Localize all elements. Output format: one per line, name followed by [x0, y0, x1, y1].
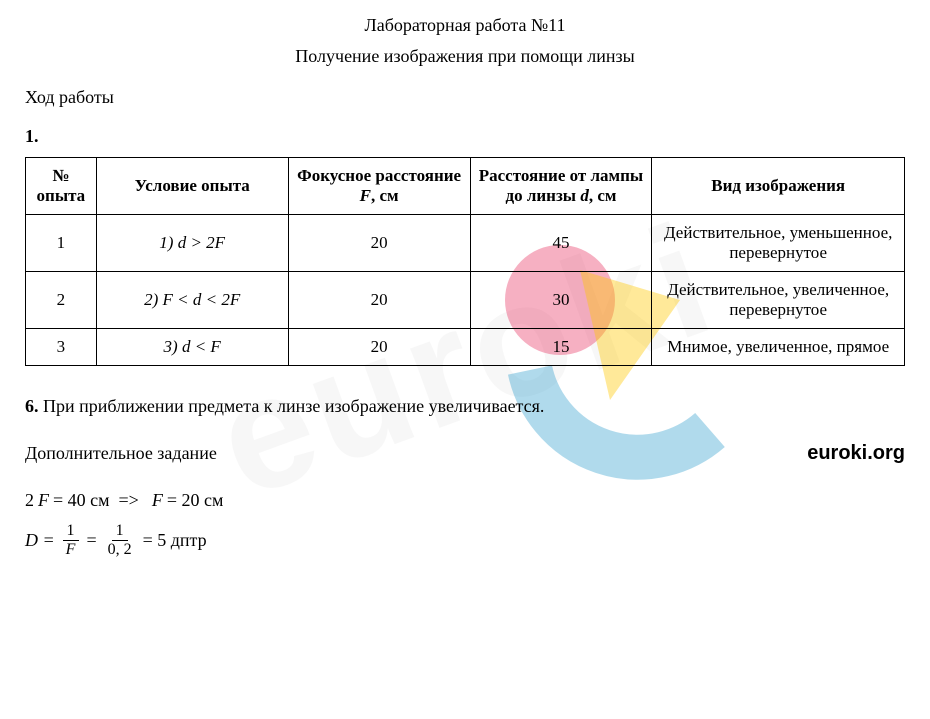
cell-condition: 3) d < F — [96, 329, 288, 366]
formula-2-suffix: = 5 дптр — [143, 530, 207, 551]
cell-image-type: Действительное, уменьшенное, перевернуто… — [652, 215, 905, 272]
site-link: euroki.org — [807, 442, 905, 465]
extra-task-row: Дополнительное задание euroki.org — [25, 442, 905, 465]
cell-distance: 45 — [470, 215, 652, 272]
table-row: 2 2) F < d < 2F 20 30 Действительное, ув… — [26, 272, 905, 329]
header-focal: Фокусное расстояние F, см — [288, 158, 470, 215]
header-condition: Условие опыта — [96, 158, 288, 215]
cell-num: 2 — [26, 272, 97, 329]
cell-image-type: Действительное, увеличенное, перевернуто… — [652, 272, 905, 329]
item-6-text: При приближении предмета к линзе изображ… — [39, 396, 545, 416]
cell-condition: 2) F < d < 2F — [96, 272, 288, 329]
cell-condition: 1) d > 2F — [96, 215, 288, 272]
cell-focal: 20 — [288, 329, 470, 366]
lab-subtitle: Получение изображения при помощи линзы — [25, 46, 905, 67]
table-row: 1 1) d > 2F 20 45 Действительное, уменьш… — [26, 215, 905, 272]
extra-task-label: Дополнительное задание — [25, 443, 217, 464]
fraction-2: 1 0, 2 — [104, 523, 136, 558]
item-6-number: 6. — [25, 396, 39, 416]
cell-focal: 20 — [288, 215, 470, 272]
lab-title: Лабораторная работа №11 — [25, 15, 905, 36]
cell-num: 3 — [26, 329, 97, 366]
header-image-type: Вид изображения — [652, 158, 905, 215]
frac-denominator: 0, 2 — [104, 541, 136, 558]
item-1-number: 1. — [25, 126, 905, 147]
header-num: № опыта — [26, 158, 97, 215]
header-distance: Расстояние от лампы до линзы d, см — [470, 158, 652, 215]
cell-num: 1 — [26, 215, 97, 272]
formula-1: 2F = 40 см => F = 20 см — [25, 490, 905, 511]
frac-denominator: F — [62, 541, 80, 558]
item-6: 6. При приближении предмета к линзе изоб… — [25, 396, 905, 417]
cell-image-type: Мнимое, увеличенное, прямое — [652, 329, 905, 366]
cell-distance: 30 — [470, 272, 652, 329]
table-row: 3 3) d < F 20 15 Мнимое, увеличенное, пр… — [26, 329, 905, 366]
experiment-table: № опыта Условие опыта Фокусное расстояни… — [25, 157, 905, 366]
cell-distance: 15 — [470, 329, 652, 366]
formula-2-prefix: D = — [25, 530, 55, 551]
table-body: 1 1) d > 2F 20 45 Действительное, уменьш… — [26, 215, 905, 366]
table-header-row: № опыта Условие опыта Фокусное расстояни… — [26, 158, 905, 215]
section-label: Ход работы — [25, 87, 905, 108]
frac-numerator: 1 — [63, 523, 79, 541]
frac-numerator: 1 — [112, 523, 128, 541]
formula-2: D = 1 F = 1 0, 2 = 5 дптр — [25, 523, 905, 558]
fraction-1: 1 F — [62, 523, 80, 558]
document-content: Лабораторная работа №11 Получение изобра… — [25, 15, 905, 558]
cell-focal: 20 — [288, 272, 470, 329]
formula-2-eq: = — [86, 530, 96, 551]
